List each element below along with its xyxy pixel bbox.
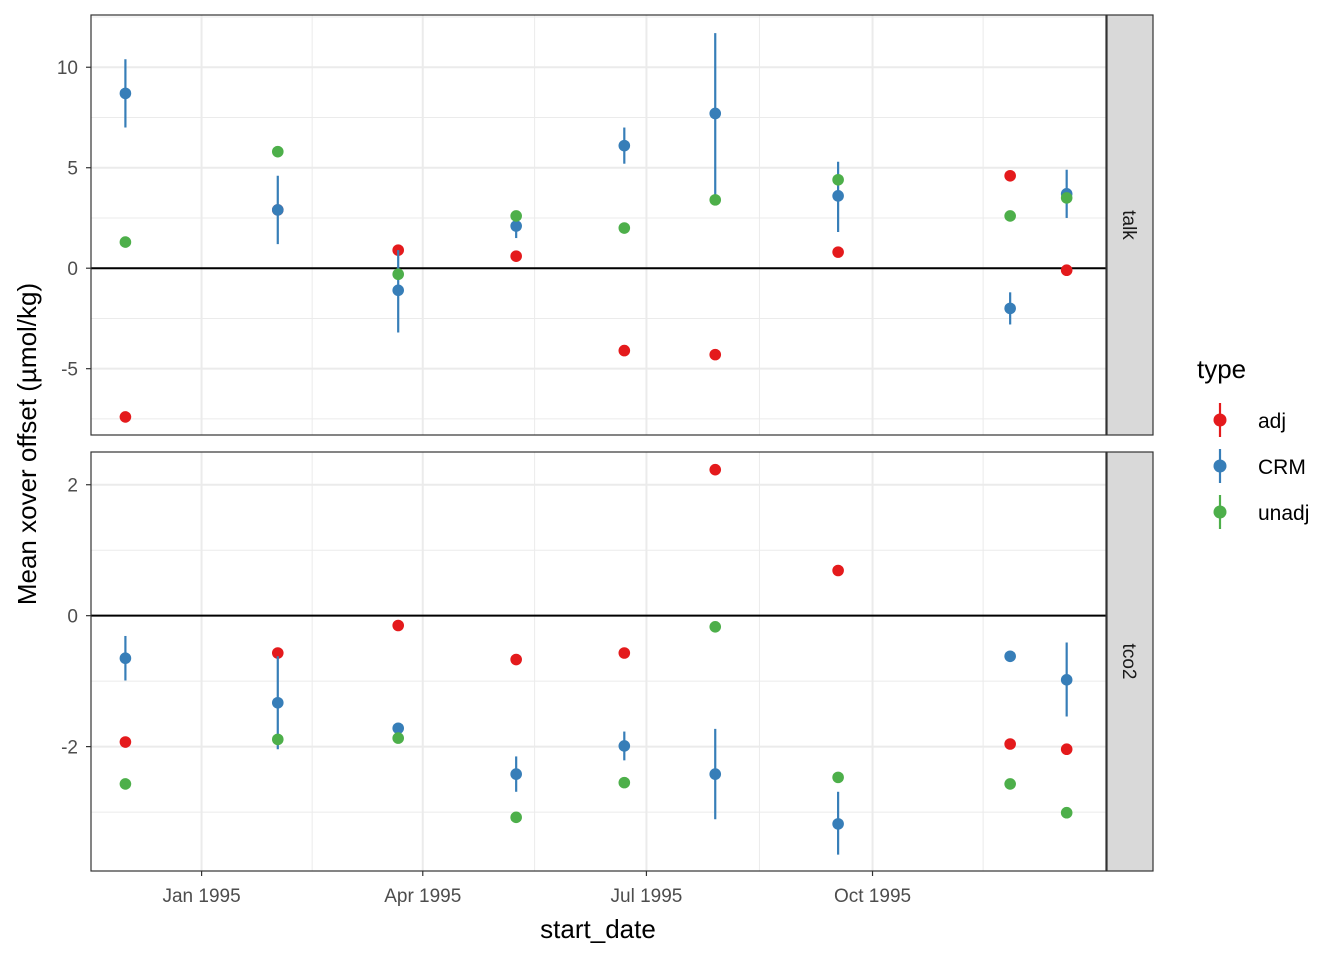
series-crm — [119, 635, 1073, 855]
x-tick-label: Jan 1995 — [162, 886, 240, 907]
y-tick-label: 5 — [67, 159, 78, 180]
data-point-unadj — [709, 194, 722, 206]
x-axis: Jan 1995 Apr 1995 Jul 1995 Oct 1995 — [162, 871, 911, 907]
panel-border — [90, 451, 1107, 872]
facet-strip — [1106, 451, 1154, 872]
facet-strip — [1106, 14, 1154, 436]
y-axis-title: Mean xover offset (µmol/kg) — [12, 283, 42, 605]
legend-label: CRM — [1258, 456, 1306, 479]
legend-key-point — [1213, 459, 1227, 473]
data-point-crm — [271, 696, 284, 709]
data-point-adj — [832, 564, 844, 577]
series-crm — [119, 33, 1073, 333]
data-point-crm — [392, 722, 405, 735]
panel-background — [91, 452, 1106, 871]
data-point-crm — [832, 190, 844, 202]
data-point-crm — [1004, 650, 1016, 663]
data-point-adj — [832, 246, 844, 258]
y-tick-label: 10 — [57, 58, 78, 79]
data-point-unadj — [271, 145, 284, 158]
data-point-adj — [709, 463, 722, 476]
data-point-crm — [510, 220, 522, 232]
data-point-unadj — [392, 268, 405, 281]
data-point-unadj — [1060, 192, 1073, 204]
data-point-crm — [1060, 674, 1073, 686]
data-point-crm — [119, 87, 132, 100]
data-point-unadj — [618, 222, 631, 234]
y-tick-label: 0 — [67, 607, 78, 628]
data-point-unadj — [618, 776, 631, 789]
data-point-adj — [1060, 743, 1073, 756]
data-point-crm — [271, 204, 284, 216]
data-point-adj — [119, 736, 132, 748]
data-point-adj — [510, 250, 522, 262]
data-point-adj — [709, 348, 722, 361]
data-point-unadj — [1004, 210, 1016, 222]
data-point-adj — [618, 344, 631, 357]
x-axis-title: start_date — [540, 914, 656, 944]
panel-tco2: 2 0 -2 tco2 — [61, 451, 1154, 872]
facet-strip-label: talk — [1118, 210, 1139, 240]
legend-key-point — [1213, 505, 1227, 519]
y-tick-label: -5 — [61, 360, 78, 381]
data-point-unadj — [392, 732, 405, 744]
legend-label: adj — [1258, 410, 1286, 433]
legend-item-unadj: unadj — [1213, 495, 1309, 529]
data-point-unadj — [1060, 806, 1073, 819]
data-point-crm — [119, 652, 132, 665]
data-point-unadj — [832, 173, 844, 186]
data-point-adj — [271, 647, 284, 659]
panel-background — [91, 15, 1106, 435]
data-point-unadj — [832, 771, 844, 784]
x-tick-label: Jul 1995 — [611, 886, 683, 907]
legend: type adj CRM unadj — [1197, 354, 1309, 529]
data-point-adj — [510, 653, 522, 666]
data-point-adj — [1060, 264, 1073, 277]
data-point-crm — [392, 284, 405, 297]
panel-border — [90, 14, 1107, 436]
data-point-adj — [119, 411, 132, 423]
y-tick-label: -2 — [61, 738, 78, 759]
legend-title: type — [1197, 354, 1246, 384]
data-point-crm — [709, 107, 722, 120]
y-tick-label: 0 — [67, 259, 78, 280]
data-point-adj — [1004, 738, 1016, 750]
data-point-unadj — [1004, 778, 1016, 790]
data-point-unadj — [119, 236, 132, 248]
data-point-unadj — [271, 733, 284, 746]
legend-key-point — [1213, 413, 1227, 427]
data-point-unadj — [709, 621, 722, 633]
data-point-crm — [618, 139, 631, 152]
series-adj — [119, 463, 1073, 756]
series-unadj — [119, 621, 1073, 824]
panel-data — [119, 463, 1073, 855]
data-point-adj — [1004, 169, 1016, 182]
x-tick-label: Oct 1995 — [834, 886, 911, 907]
facet-strip-label: tco2 — [1118, 644, 1139, 680]
panel-data — [119, 33, 1073, 423]
x-tick-label: Apr 1995 — [384, 886, 461, 907]
data-point-crm — [510, 768, 522, 780]
data-point-crm — [709, 768, 722, 780]
data-point-unadj — [510, 210, 522, 222]
legend-label: unadj — [1258, 502, 1309, 525]
series-unadj — [119, 145, 1073, 281]
y-tick-label: 2 — [67, 476, 78, 497]
data-point-crm — [832, 818, 844, 830]
data-point-unadj — [510, 811, 522, 824]
legend-item-adj: adj — [1213, 403, 1286, 437]
panels-layer: 10 5 0 -5 talk 2 0 -2 tco2 — [57, 14, 1154, 872]
data-point-adj — [618, 647, 631, 659]
legend-item-crm: CRM — [1213, 449, 1306, 483]
panel-talk: 10 5 0 -5 talk — [57, 14, 1154, 436]
data-point-crm — [1004, 302, 1016, 315]
data-point-crm — [618, 740, 631, 752]
data-point-unadj — [119, 778, 132, 790]
data-point-adj — [392, 619, 405, 632]
